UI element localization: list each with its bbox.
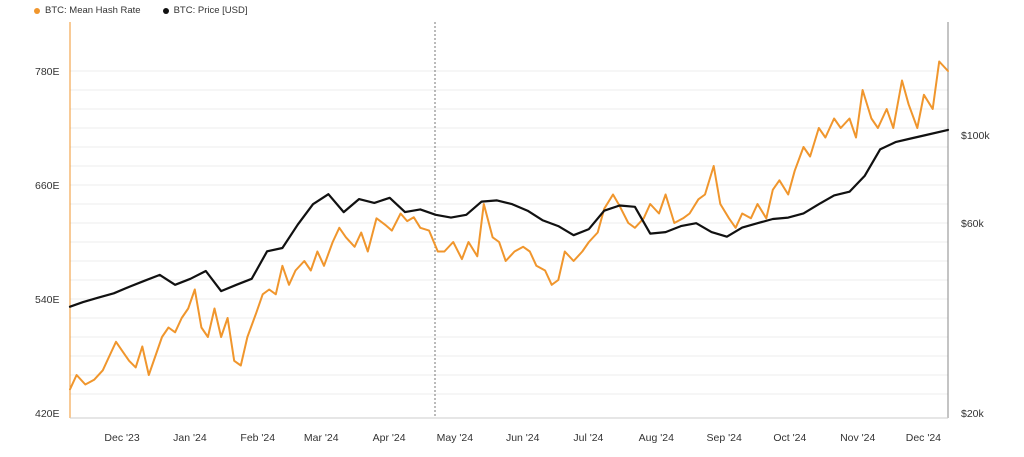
x-tick-label: Sep '24 [707,432,742,444]
x-tick-label: Aug '24 [639,432,674,444]
series-line-hash-rate [69,60,949,391]
x-tick-label: Dec '24 [906,432,941,444]
y-left-tick-label: 780E [35,66,60,78]
y-left-tick-label: 660E [35,180,60,192]
x-tick-label: Feb '24 [240,432,275,444]
x-tick-label: Apr '24 [373,432,406,444]
legend-dot-icon [162,7,169,14]
x-tick-label: Jul '24 [573,432,603,444]
x-tick-label: May '24 [437,432,474,444]
y-right-tick-label: $60k [961,218,985,230]
legend-item-hash-rate[interactable]: BTC: Mean Hash Rate [34,5,141,16]
legend-label: BTC: Mean Hash Rate [45,5,141,16]
x-tick-label: Jun '24 [506,432,540,444]
x-tick-label: Nov '24 [840,432,875,444]
y-right-tick-label: $20k [961,408,985,420]
x-tick-label: Dec '23 [104,432,139,444]
series-line-price [68,128,950,308]
y-right-tick-label: $100k [961,130,990,142]
x-tick-label: Jan '24 [173,432,207,444]
y-left-tick-label: 540E [35,294,60,306]
x-tick-label: Oct '24 [773,432,806,444]
legend: BTC: Mean Hash Rate BTC: Price [USD] [34,5,247,16]
x-tick-label: Mar '24 [304,432,339,444]
y-left-tick-label: 420E [35,408,60,420]
legend-label: BTC: Price [USD] [173,5,248,16]
legend-item-price[interactable]: BTC: Price [USD] [162,5,248,16]
legend-dot-icon [34,7,40,14]
